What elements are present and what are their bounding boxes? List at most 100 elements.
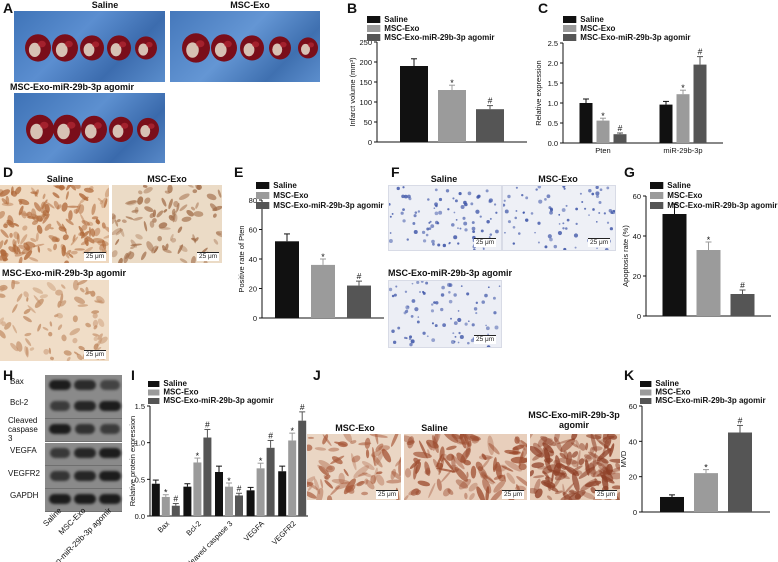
cell xyxy=(23,291,29,298)
legend-label: Saline xyxy=(655,379,679,388)
vessel xyxy=(600,457,609,464)
vessel xyxy=(530,434,535,441)
nucleus xyxy=(447,282,452,287)
cell xyxy=(26,297,29,302)
nucleus xyxy=(515,186,518,189)
bar xyxy=(288,440,297,516)
cell xyxy=(44,223,52,231)
nucleus xyxy=(457,317,462,323)
vessel xyxy=(545,476,553,482)
cell xyxy=(177,244,184,254)
nucleus xyxy=(426,335,429,338)
cell xyxy=(125,216,134,220)
cell xyxy=(36,224,43,234)
nucleus xyxy=(486,219,490,224)
vessel xyxy=(404,495,409,500)
nucleus xyxy=(416,320,420,324)
cell xyxy=(22,225,28,231)
y-axis-label: MVD xyxy=(619,450,628,467)
bar xyxy=(311,264,335,318)
legend-label: MSC-Exo xyxy=(273,191,308,200)
vessel xyxy=(307,485,313,491)
bar xyxy=(613,134,627,143)
vessel xyxy=(588,451,601,460)
legend-swatch xyxy=(256,202,270,209)
nucleus xyxy=(389,239,393,243)
vessel xyxy=(320,479,324,489)
vessel xyxy=(542,442,554,454)
significance-hash: # xyxy=(357,271,362,281)
nucleus xyxy=(431,239,435,244)
nucleus xyxy=(457,242,460,245)
nucleus xyxy=(558,223,561,225)
vessel xyxy=(365,449,370,459)
tissue-texture xyxy=(307,434,401,500)
legend-swatch xyxy=(367,34,381,41)
vessel xyxy=(372,446,376,467)
panel-letter-b: B xyxy=(347,0,358,16)
nucleus xyxy=(598,211,601,214)
vessel xyxy=(554,434,560,443)
cell xyxy=(186,209,194,217)
infarct-area xyxy=(30,123,43,140)
nucleus xyxy=(562,186,566,188)
vessel xyxy=(390,434,400,447)
nucleus xyxy=(402,219,406,223)
nucleus xyxy=(445,189,450,193)
vessel xyxy=(485,486,490,500)
vessel xyxy=(331,478,350,485)
nucleus xyxy=(405,305,410,310)
nucleus xyxy=(603,212,606,215)
vessel xyxy=(330,485,340,496)
cell xyxy=(177,226,183,233)
nucleus xyxy=(440,307,444,312)
significance-star: * xyxy=(707,235,711,245)
nucleus xyxy=(437,243,441,247)
nucleus xyxy=(430,224,435,229)
legend-swatch xyxy=(367,25,381,32)
vessel xyxy=(358,472,368,477)
nucleus xyxy=(393,293,397,297)
significance-star: * xyxy=(290,426,294,436)
nucleus xyxy=(431,338,436,343)
nucleus xyxy=(414,307,419,312)
cell xyxy=(23,308,31,315)
nucleus xyxy=(464,322,468,326)
cell xyxy=(117,257,123,263)
brain-slices-exo-photo xyxy=(170,11,320,82)
vessel xyxy=(555,455,561,470)
vessel xyxy=(436,467,456,473)
cell xyxy=(6,219,15,228)
vessel xyxy=(596,461,602,467)
cell xyxy=(203,260,208,263)
blot-band xyxy=(74,471,96,481)
cell xyxy=(115,239,120,246)
nucleus xyxy=(512,225,516,229)
vessel xyxy=(433,434,441,444)
cell xyxy=(4,322,12,330)
nucleus xyxy=(558,213,561,216)
nucleus xyxy=(464,228,468,232)
significance-star: * xyxy=(681,83,685,93)
vessel xyxy=(581,491,596,500)
nucleus xyxy=(565,227,568,230)
vessel xyxy=(459,434,467,449)
nucleus xyxy=(549,207,553,211)
legend-label: MSC-Exo-miR-29b-3p agomir xyxy=(667,201,777,210)
legend-swatch xyxy=(563,34,577,41)
nucleus xyxy=(475,209,480,214)
tissue-highlight xyxy=(252,41,260,48)
nucleus xyxy=(489,233,493,236)
vessel xyxy=(390,468,397,480)
legend-label: MSC-Exo-miR-29b-3p agomir xyxy=(163,396,273,405)
significance-hash: # xyxy=(740,280,745,290)
blot-band xyxy=(49,494,71,504)
vessel xyxy=(566,451,573,466)
nucleus xyxy=(562,222,565,225)
vessel xyxy=(356,480,365,487)
bar xyxy=(676,94,690,143)
nucleus xyxy=(606,221,610,224)
infarct-area xyxy=(55,42,68,58)
vessel xyxy=(531,462,545,469)
cell xyxy=(125,200,137,205)
